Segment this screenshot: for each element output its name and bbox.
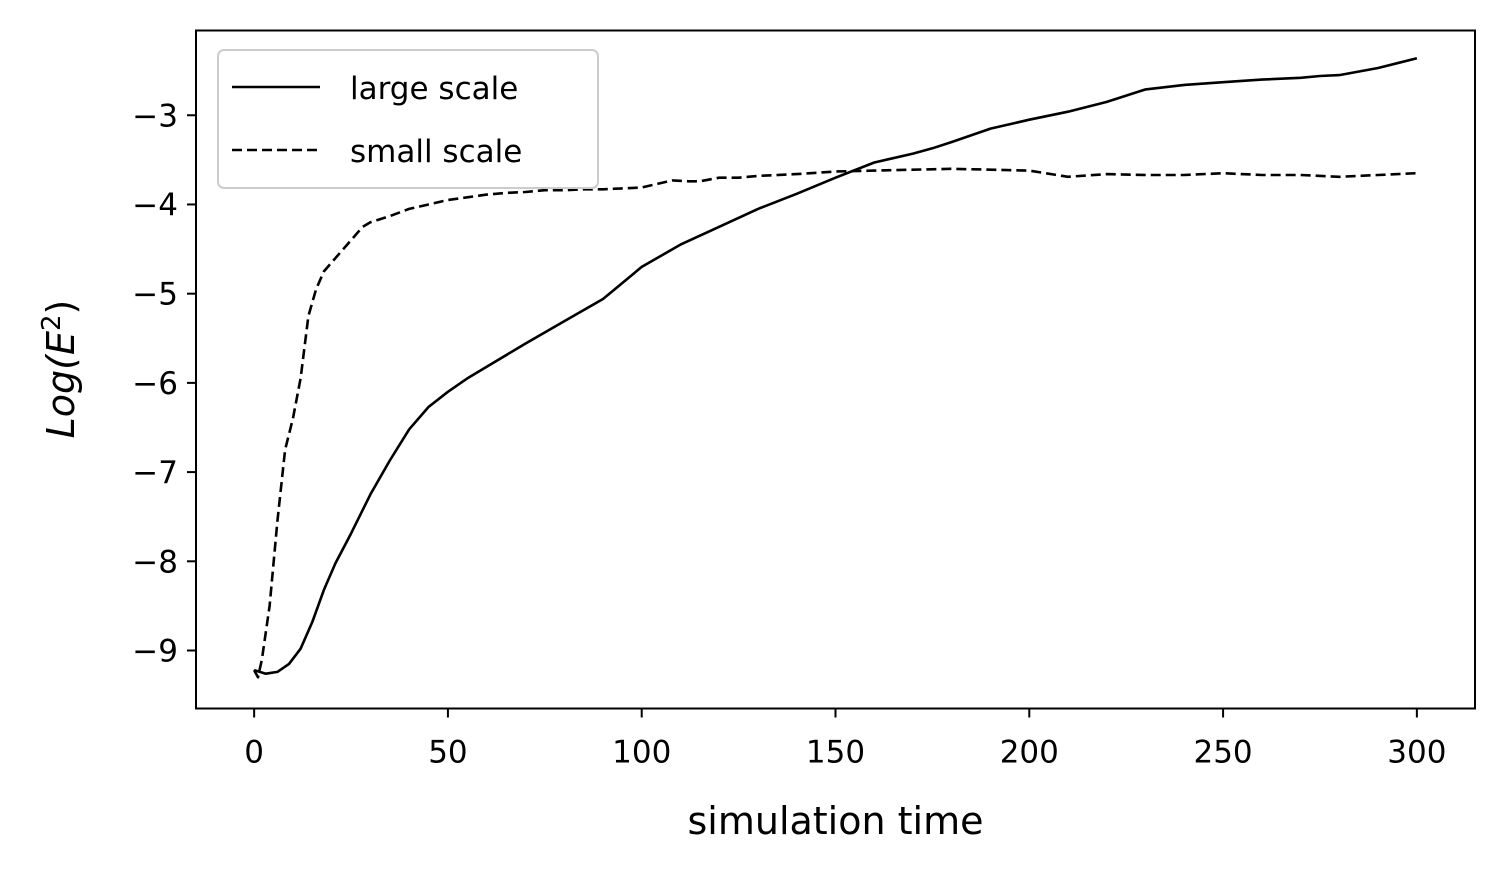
legend-label-large-scale: large scale: [350, 71, 518, 107]
series-line-small-scale: [252, 167, 1417, 679]
x-tick-label: 50: [428, 735, 467, 771]
x-tick-label: 150: [806, 735, 865, 771]
x-axis-label: simulation time: [687, 799, 983, 843]
y-tick-label: −3: [132, 98, 178, 134]
x-tick-label: 100: [612, 735, 671, 771]
y-axis-ticks: −9 −8 −7 −6 −5 −4 −3: [132, 98, 196, 670]
x-axis-ticks: 0 50 100 150 200 250 300: [244, 708, 1446, 771]
x-tick-label: 0: [244, 735, 264, 771]
y-tick-label: −6: [132, 366, 178, 402]
legend-label-small-scale: small scale: [350, 134, 522, 170]
legend: large scale small scale: [217, 49, 599, 189]
y-axis-label: Log(E2): [37, 300, 83, 439]
series-line-large-scale: [253, 56, 1418, 676]
x-tick-label: 300: [1387, 735, 1446, 771]
x-tick-label: 200: [1000, 735, 1059, 771]
legend-frame: [217, 49, 599, 189]
y-tick-label: −5: [132, 277, 178, 313]
plot-frame: [195, 29, 1476, 710]
plot-lines: [252, 56, 1418, 679]
y-tick-label: −8: [132, 544, 178, 580]
y-tick-label: −7: [132, 455, 178, 491]
y-tick-label: −9: [132, 634, 178, 670]
y-tick-label: −4: [132, 187, 178, 223]
x-tick-label: 250: [1193, 735, 1252, 771]
